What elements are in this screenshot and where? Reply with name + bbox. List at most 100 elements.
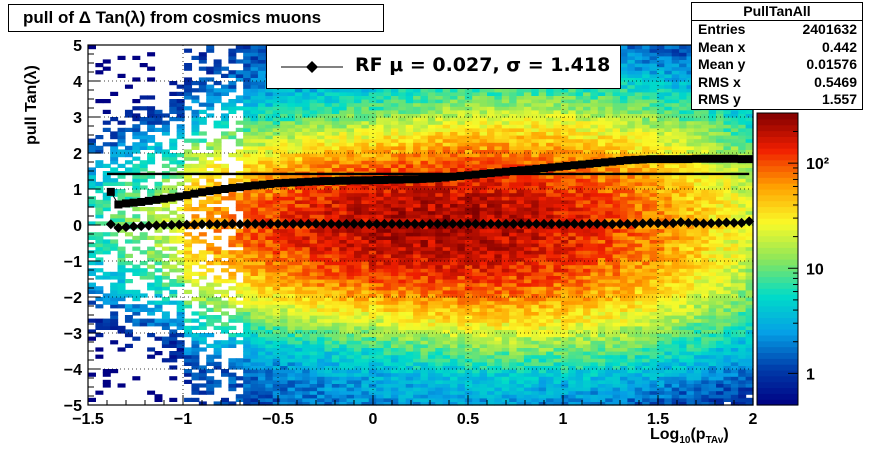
heatmap-cell	[383, 117, 392, 122]
heatmap-cell	[221, 293, 229, 298]
heatmap-cell	[427, 225, 436, 230]
heatmap-cell	[457, 199, 466, 204]
heatmap-cell	[169, 322, 178, 327]
heatmap-cell	[324, 300, 333, 305]
heatmap-cell	[176, 135, 185, 140]
heatmap-cell	[368, 228, 377, 233]
heatmap-cell	[95, 160, 104, 165]
heatmap-cell	[206, 289, 215, 294]
heatmap-cell	[243, 383, 252, 388]
heatmap-cell	[228, 99, 237, 104]
heatmap-cell	[361, 120, 370, 125]
heatmap-cell	[221, 214, 229, 219]
heatmap-cell	[309, 232, 318, 237]
heatmap-cell	[280, 228, 289, 233]
heatmap-cell	[494, 351, 503, 356]
heatmap-cell	[243, 163, 252, 168]
heatmap-cell	[191, 138, 200, 143]
heatmap-cell	[302, 217, 311, 222]
heatmap-cell	[450, 343, 459, 348]
heatmap-cell	[457, 282, 466, 287]
heatmap-cell	[376, 376, 385, 381]
heatmap-cell	[472, 109, 481, 114]
heatmap-cell	[398, 318, 407, 323]
heatmap-cell	[509, 289, 518, 294]
heatmap-cell	[309, 135, 318, 140]
heatmap-cell	[523, 196, 532, 201]
heatmap-cell	[487, 397, 495, 402]
heatmap-cell	[250, 307, 259, 312]
heatmap-cell	[272, 293, 281, 298]
heatmap-cell	[294, 113, 303, 118]
heatmap-cell	[124, 149, 133, 154]
heatmap-cell	[339, 135, 348, 140]
heatmap-cell	[435, 91, 444, 96]
heatmap-cell	[317, 189, 326, 194]
heatmap-cell	[531, 261, 540, 266]
heatmap-cell	[250, 304, 259, 309]
heatmap-cell	[139, 174, 148, 179]
heatmap-cell	[413, 343, 422, 348]
heatmap-cell	[494, 325, 503, 330]
heatmap-cell	[523, 120, 532, 125]
heatmap-cell	[464, 243, 473, 248]
heatmap-cell	[280, 160, 289, 165]
heatmap-cell	[501, 163, 510, 168]
heatmap-cell	[243, 160, 252, 165]
heatmap-cell	[250, 99, 259, 104]
heatmap-cell	[368, 333, 377, 338]
heatmap-cell	[95, 243, 104, 248]
heatmap-cell	[516, 333, 525, 338]
heatmap-cell	[324, 199, 333, 204]
heatmap-cell	[243, 156, 252, 161]
heatmap-cell	[398, 239, 407, 244]
heatmap-cell	[405, 401, 414, 406]
heatmap-cell	[346, 271, 355, 276]
heatmap-cell	[317, 174, 326, 179]
heatmap-cell	[257, 329, 266, 334]
heatmap-cell	[317, 333, 326, 338]
heatmap-cell	[464, 160, 473, 165]
heatmap-cell	[213, 354, 222, 359]
heatmap-cell	[494, 369, 503, 374]
heatmap-cell	[427, 307, 436, 312]
heatmap-cell	[272, 106, 281, 111]
heatmap-cell	[398, 293, 407, 298]
heatmap-cell	[206, 102, 215, 107]
heatmap-cell	[516, 253, 525, 258]
heatmap-cell	[176, 174, 185, 179]
heatmap-cell	[117, 383, 126, 388]
heatmap-cell	[383, 369, 392, 374]
heatmap-cell	[117, 214, 126, 219]
heatmap-cell	[206, 246, 215, 251]
heatmap-cell	[516, 289, 525, 294]
heatmap-cell	[198, 232, 207, 237]
heatmap-cell	[472, 289, 481, 294]
heatmap-cell	[361, 207, 370, 212]
heatmap-cell	[132, 376, 141, 381]
heatmap-cell	[213, 163, 222, 168]
heatmap-cell	[346, 279, 355, 284]
heatmap-cell	[250, 365, 259, 370]
heatmap-cell	[250, 390, 259, 395]
heatmap-cell	[450, 181, 459, 186]
heatmap-cell	[435, 372, 444, 377]
heatmap-cell	[184, 347, 193, 352]
heatmap-cell	[228, 365, 237, 370]
heatmap-cell	[398, 372, 407, 377]
heatmap-cell	[450, 106, 459, 111]
heatmap-cell	[531, 113, 540, 118]
heatmap-cell	[250, 135, 259, 140]
heatmap-cell	[154, 109, 163, 114]
heatmap-cell	[479, 261, 488, 266]
heatmap-cell	[250, 282, 259, 287]
heatmap-cell	[487, 347, 495, 352]
heatmap-cell	[472, 102, 481, 107]
heatmap-cell	[294, 192, 303, 197]
heatmap-cell	[457, 300, 466, 305]
heatmap-cell	[243, 322, 252, 327]
heatmap-cell	[272, 99, 281, 104]
heatmap-cell	[538, 387, 547, 392]
heatmap-cell	[376, 397, 385, 402]
heatmap-cell	[213, 59, 222, 64]
